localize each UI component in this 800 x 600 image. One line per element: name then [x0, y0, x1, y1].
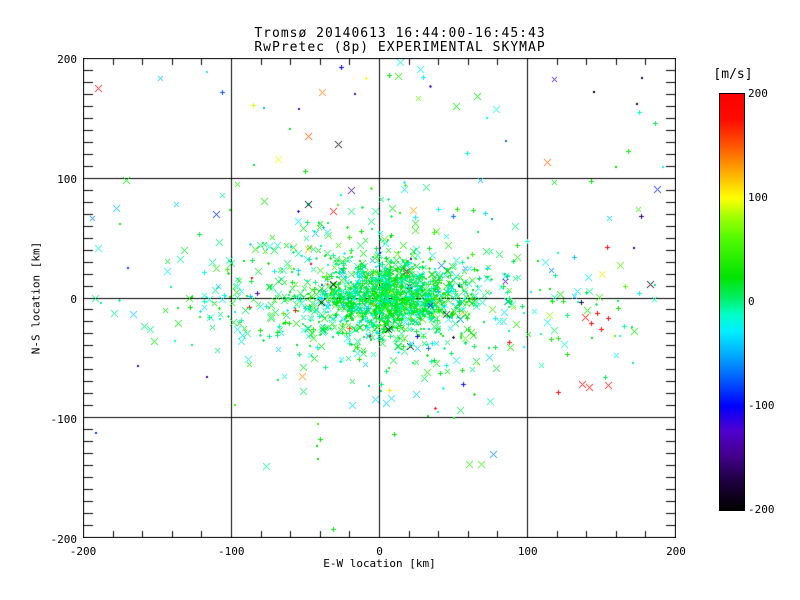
- y-tick-label: -200: [50, 533, 78, 546]
- y-tick-label: -100: [50, 413, 78, 426]
- chart-subtitle: RwPretec (8p) EXPERIMENTAL SKYMAP: [254, 40, 546, 55]
- colorbar-tick-label: -200: [748, 503, 775, 516]
- y-tick-label: 100: [57, 173, 77, 186]
- x-axis-title: E-W location [km]: [323, 557, 436, 570]
- y-tick-label: 0: [70, 293, 77, 306]
- skymap-scatter-canvas: [83, 58, 676, 538]
- chart-title: Tromsø 20140613 16:44:00-16:45:43: [254, 26, 546, 41]
- colorbar-tick-label: 0: [748, 295, 755, 308]
- colorbar-tick-label: -100: [748, 399, 775, 412]
- colorbar-unit-label: [m/s]: [713, 67, 753, 82]
- x-tick-label: -200: [69, 545, 97, 558]
- x-tick-label: 0: [376, 545, 383, 558]
- y-tick-label: 200: [57, 53, 77, 66]
- x-tick-label: 200: [666, 545, 686, 558]
- x-tick-label: 100: [517, 545, 538, 558]
- x-tick-label: -100: [218, 545, 245, 558]
- colorbar-gradient: [719, 93, 745, 511]
- colorbar-tick-label: 200: [748, 87, 768, 100]
- colorbar-tick-label: 100: [748, 191, 768, 204]
